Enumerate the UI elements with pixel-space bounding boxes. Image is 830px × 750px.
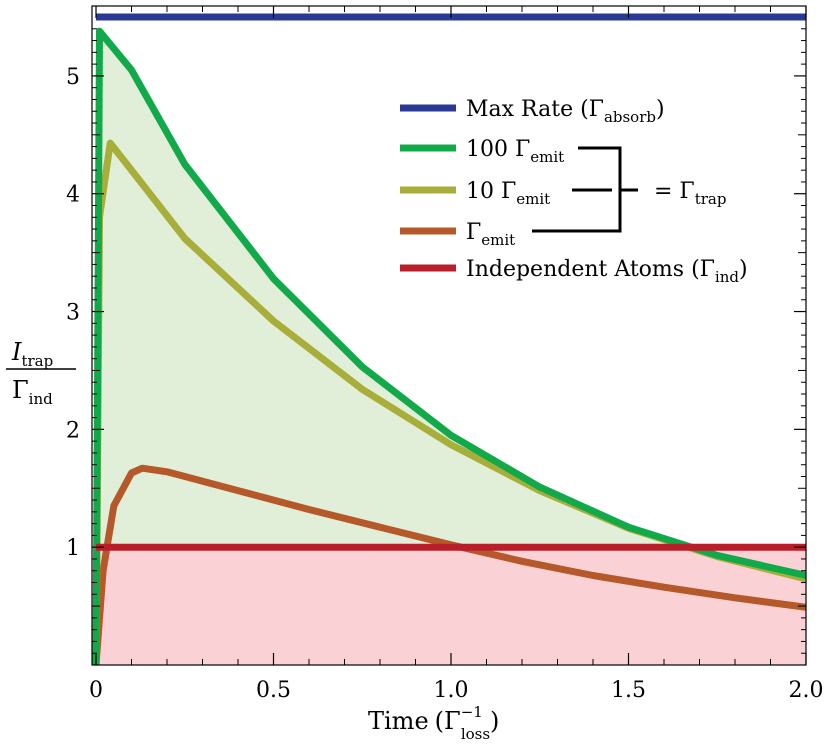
y-tick-label: 5 [66, 65, 80, 90]
area-fill-lower [96, 547, 806, 665]
svg-text:Itrap: Itrap [11, 338, 53, 370]
x-tick-label: 1.0 [434, 678, 469, 703]
legend-10-gamma-emit: 10 Γemit [400, 179, 550, 208]
legend-label: Max Rate (Γabsorb) [466, 97, 665, 126]
y-title-numerator: I [11, 338, 22, 366]
legend: Max Rate (Γabsorb) 100 Γemit 10 Γemit Γemit… [400, 97, 748, 286]
legend-independent-atoms: Independent Atoms (Γind) [400, 257, 748, 286]
series-layer [92, 13, 806, 665]
legend-entries: Max Rate (Γabsorb) 100 Γemit 10 Γemit Γemit… [400, 97, 748, 286]
x-axis-title: Time (Γ−1 loss) [368, 703, 499, 743]
y-tick-label: 2 [66, 418, 80, 443]
x-tick-label: 1.5 [611, 678, 646, 703]
legend-gamma-emit: Γemit [400, 220, 515, 249]
area-fill-upper [96, 31, 806, 665]
line-100-gamma-emit [92, 27, 806, 665]
legend-label: 100 Γemit [466, 137, 564, 166]
legend-label: Γemit [466, 220, 515, 249]
x-tick-label: 0 [89, 678, 103, 703]
x-tick-label: 2.0 [789, 678, 824, 703]
line-gamma-emit [92, 464, 806, 665]
legend-bracket [532, 146, 638, 233]
y-title-denominator: Γ [12, 376, 29, 404]
x-tick-label: 0.5 [256, 678, 291, 703]
fill-areas [96, 31, 806, 665]
bracket-label: = Γtrap [654, 179, 726, 208]
y-tick-label: 1 [66, 536, 80, 561]
legend-label: Independent Atoms (Γind) [466, 257, 748, 286]
y-tick-label: 4 [66, 183, 80, 208]
legend-100-gamma-emit: 100 Γemit [400, 137, 564, 166]
svg-text:Γind: Γind [12, 376, 53, 408]
tick-layer: 0 0.5 1.0 1.5 2.0 1 2 3 4 5 [66, 6, 824, 703]
legend-label: 10 Γemit [466, 179, 550, 208]
legend-max-rate: Max Rate (Γabsorb) [400, 97, 665, 126]
y-tick-label: 3 [66, 301, 80, 326]
y-axis-title: Itrap Γind [6, 338, 76, 408]
